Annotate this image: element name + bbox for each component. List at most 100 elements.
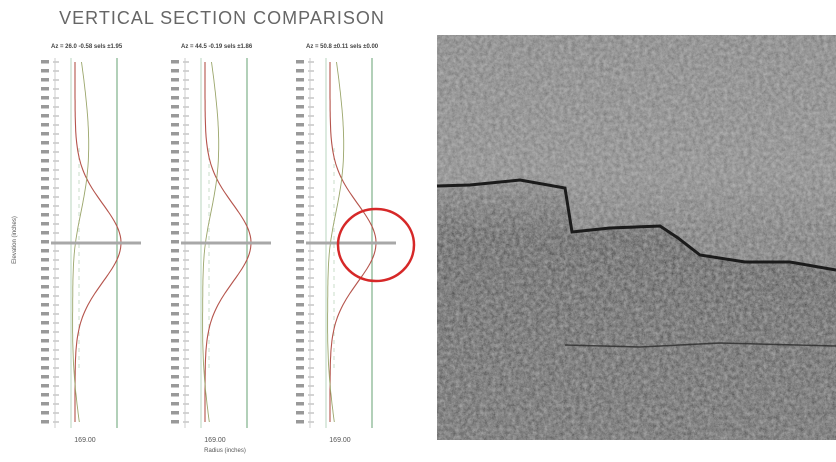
tick-label-block bbox=[41, 366, 49, 370]
tick-label-block bbox=[41, 267, 49, 271]
tick-label-block bbox=[171, 195, 179, 199]
tick-label-block bbox=[296, 186, 304, 190]
tick-label-block bbox=[171, 357, 179, 361]
tick-label-block bbox=[171, 60, 179, 64]
chart-title: VERTICAL SECTION COMPARISON bbox=[59, 8, 385, 28]
tick-label-block bbox=[171, 204, 179, 208]
tick-label-block bbox=[171, 321, 179, 325]
tick-label-block bbox=[41, 240, 49, 244]
tick-label-block bbox=[41, 384, 49, 388]
tick-label-block bbox=[41, 204, 49, 208]
panel-header: Az = 26.0 -0.58 sels ±1.95 bbox=[51, 44, 123, 50]
tick-label-block bbox=[296, 114, 304, 118]
tick-label-block bbox=[171, 96, 179, 100]
tick-label-block bbox=[41, 285, 49, 289]
tick-label-block bbox=[41, 375, 49, 379]
tick-label-block bbox=[41, 402, 49, 406]
tick-label-block bbox=[41, 222, 49, 226]
tick-label-block bbox=[171, 222, 179, 226]
tick-label-block bbox=[41, 231, 49, 235]
tick-label-block bbox=[41, 78, 49, 82]
tick-label-block bbox=[296, 411, 304, 415]
tick-label-block bbox=[41, 420, 49, 424]
tick-label-block bbox=[296, 267, 304, 271]
tick-label-block bbox=[171, 330, 179, 334]
tick-label-block bbox=[296, 294, 304, 298]
tick-label-block bbox=[41, 312, 49, 316]
tick-label-block bbox=[296, 384, 304, 388]
tick-label-block bbox=[41, 348, 49, 352]
tick-label-block bbox=[41, 411, 49, 415]
tick-label-block bbox=[41, 258, 49, 262]
tick-label-block bbox=[296, 105, 304, 109]
tick-label-block bbox=[171, 168, 179, 172]
tick-label-block bbox=[41, 276, 49, 280]
tick-label-block bbox=[296, 159, 304, 163]
tick-label-block bbox=[41, 303, 49, 307]
tick-label-block bbox=[296, 195, 304, 199]
tick-label-block bbox=[41, 357, 49, 361]
tick-label-block bbox=[171, 231, 179, 235]
tick-label-block bbox=[41, 96, 49, 100]
tick-label-block bbox=[41, 294, 49, 298]
tick-label-block bbox=[171, 366, 179, 370]
tick-label-block bbox=[171, 303, 179, 307]
tick-label-block bbox=[296, 132, 304, 136]
tick-label-block bbox=[296, 213, 304, 217]
tick-label-block bbox=[171, 258, 179, 262]
tick-label-block bbox=[41, 123, 49, 127]
tick-label-block bbox=[171, 267, 179, 271]
tick-label-block bbox=[296, 177, 304, 181]
tick-label-block bbox=[171, 150, 179, 154]
tick-label-block bbox=[296, 168, 304, 172]
tick-label-block bbox=[41, 141, 49, 145]
tick-label-block bbox=[171, 402, 179, 406]
tick-label-block bbox=[171, 312, 179, 316]
tick-label-block bbox=[296, 402, 304, 406]
tick-label-block bbox=[296, 123, 304, 127]
tick-label-block bbox=[296, 96, 304, 100]
x-axis-label: Radius (inches) bbox=[204, 448, 246, 454]
tick-label-block bbox=[296, 141, 304, 145]
tick-label-block bbox=[41, 213, 49, 217]
tick-label-block bbox=[296, 78, 304, 82]
tick-label-block bbox=[171, 384, 179, 388]
tick-label-block bbox=[41, 321, 49, 325]
tick-label-block bbox=[296, 339, 304, 343]
tick-label-block bbox=[296, 150, 304, 154]
tick-label-block bbox=[171, 276, 179, 280]
tick-label-block bbox=[296, 276, 304, 280]
tick-label-block bbox=[41, 87, 49, 91]
tick-label-block bbox=[296, 303, 304, 307]
tick-label-block bbox=[171, 159, 179, 163]
panel-header: Az = 50.8 ±0.11 sels ±0.00 bbox=[306, 44, 379, 50]
tick-label-block bbox=[296, 231, 304, 235]
tick-label-block bbox=[171, 294, 179, 298]
bottom-label: 169.00 bbox=[204, 437, 226, 444]
tick-label-block bbox=[41, 330, 49, 334]
tick-label-block bbox=[41, 339, 49, 343]
tick-label-block bbox=[296, 375, 304, 379]
tick-label-block bbox=[41, 249, 49, 253]
y-axis-label: Elevation (inches) bbox=[12, 216, 18, 264]
tick-label-block bbox=[296, 393, 304, 397]
tick-label-block bbox=[171, 114, 179, 118]
tick-label-block bbox=[171, 132, 179, 136]
tick-label-block bbox=[296, 204, 304, 208]
tick-label-block bbox=[296, 312, 304, 316]
tick-label-block bbox=[171, 339, 179, 343]
tick-label-block bbox=[171, 177, 179, 181]
tick-label-block bbox=[41, 393, 49, 397]
tick-label-block bbox=[296, 420, 304, 424]
bottom-label: 169.00 bbox=[329, 437, 351, 444]
tick-label-block bbox=[296, 357, 304, 361]
tick-label-block bbox=[296, 249, 304, 253]
tick-label-block bbox=[296, 240, 304, 244]
tick-label-block bbox=[171, 186, 179, 190]
tick-label-block bbox=[296, 60, 304, 64]
tick-label-block bbox=[171, 87, 179, 91]
tick-label-block bbox=[296, 87, 304, 91]
tick-label-block bbox=[41, 195, 49, 199]
tick-label-block bbox=[41, 177, 49, 181]
